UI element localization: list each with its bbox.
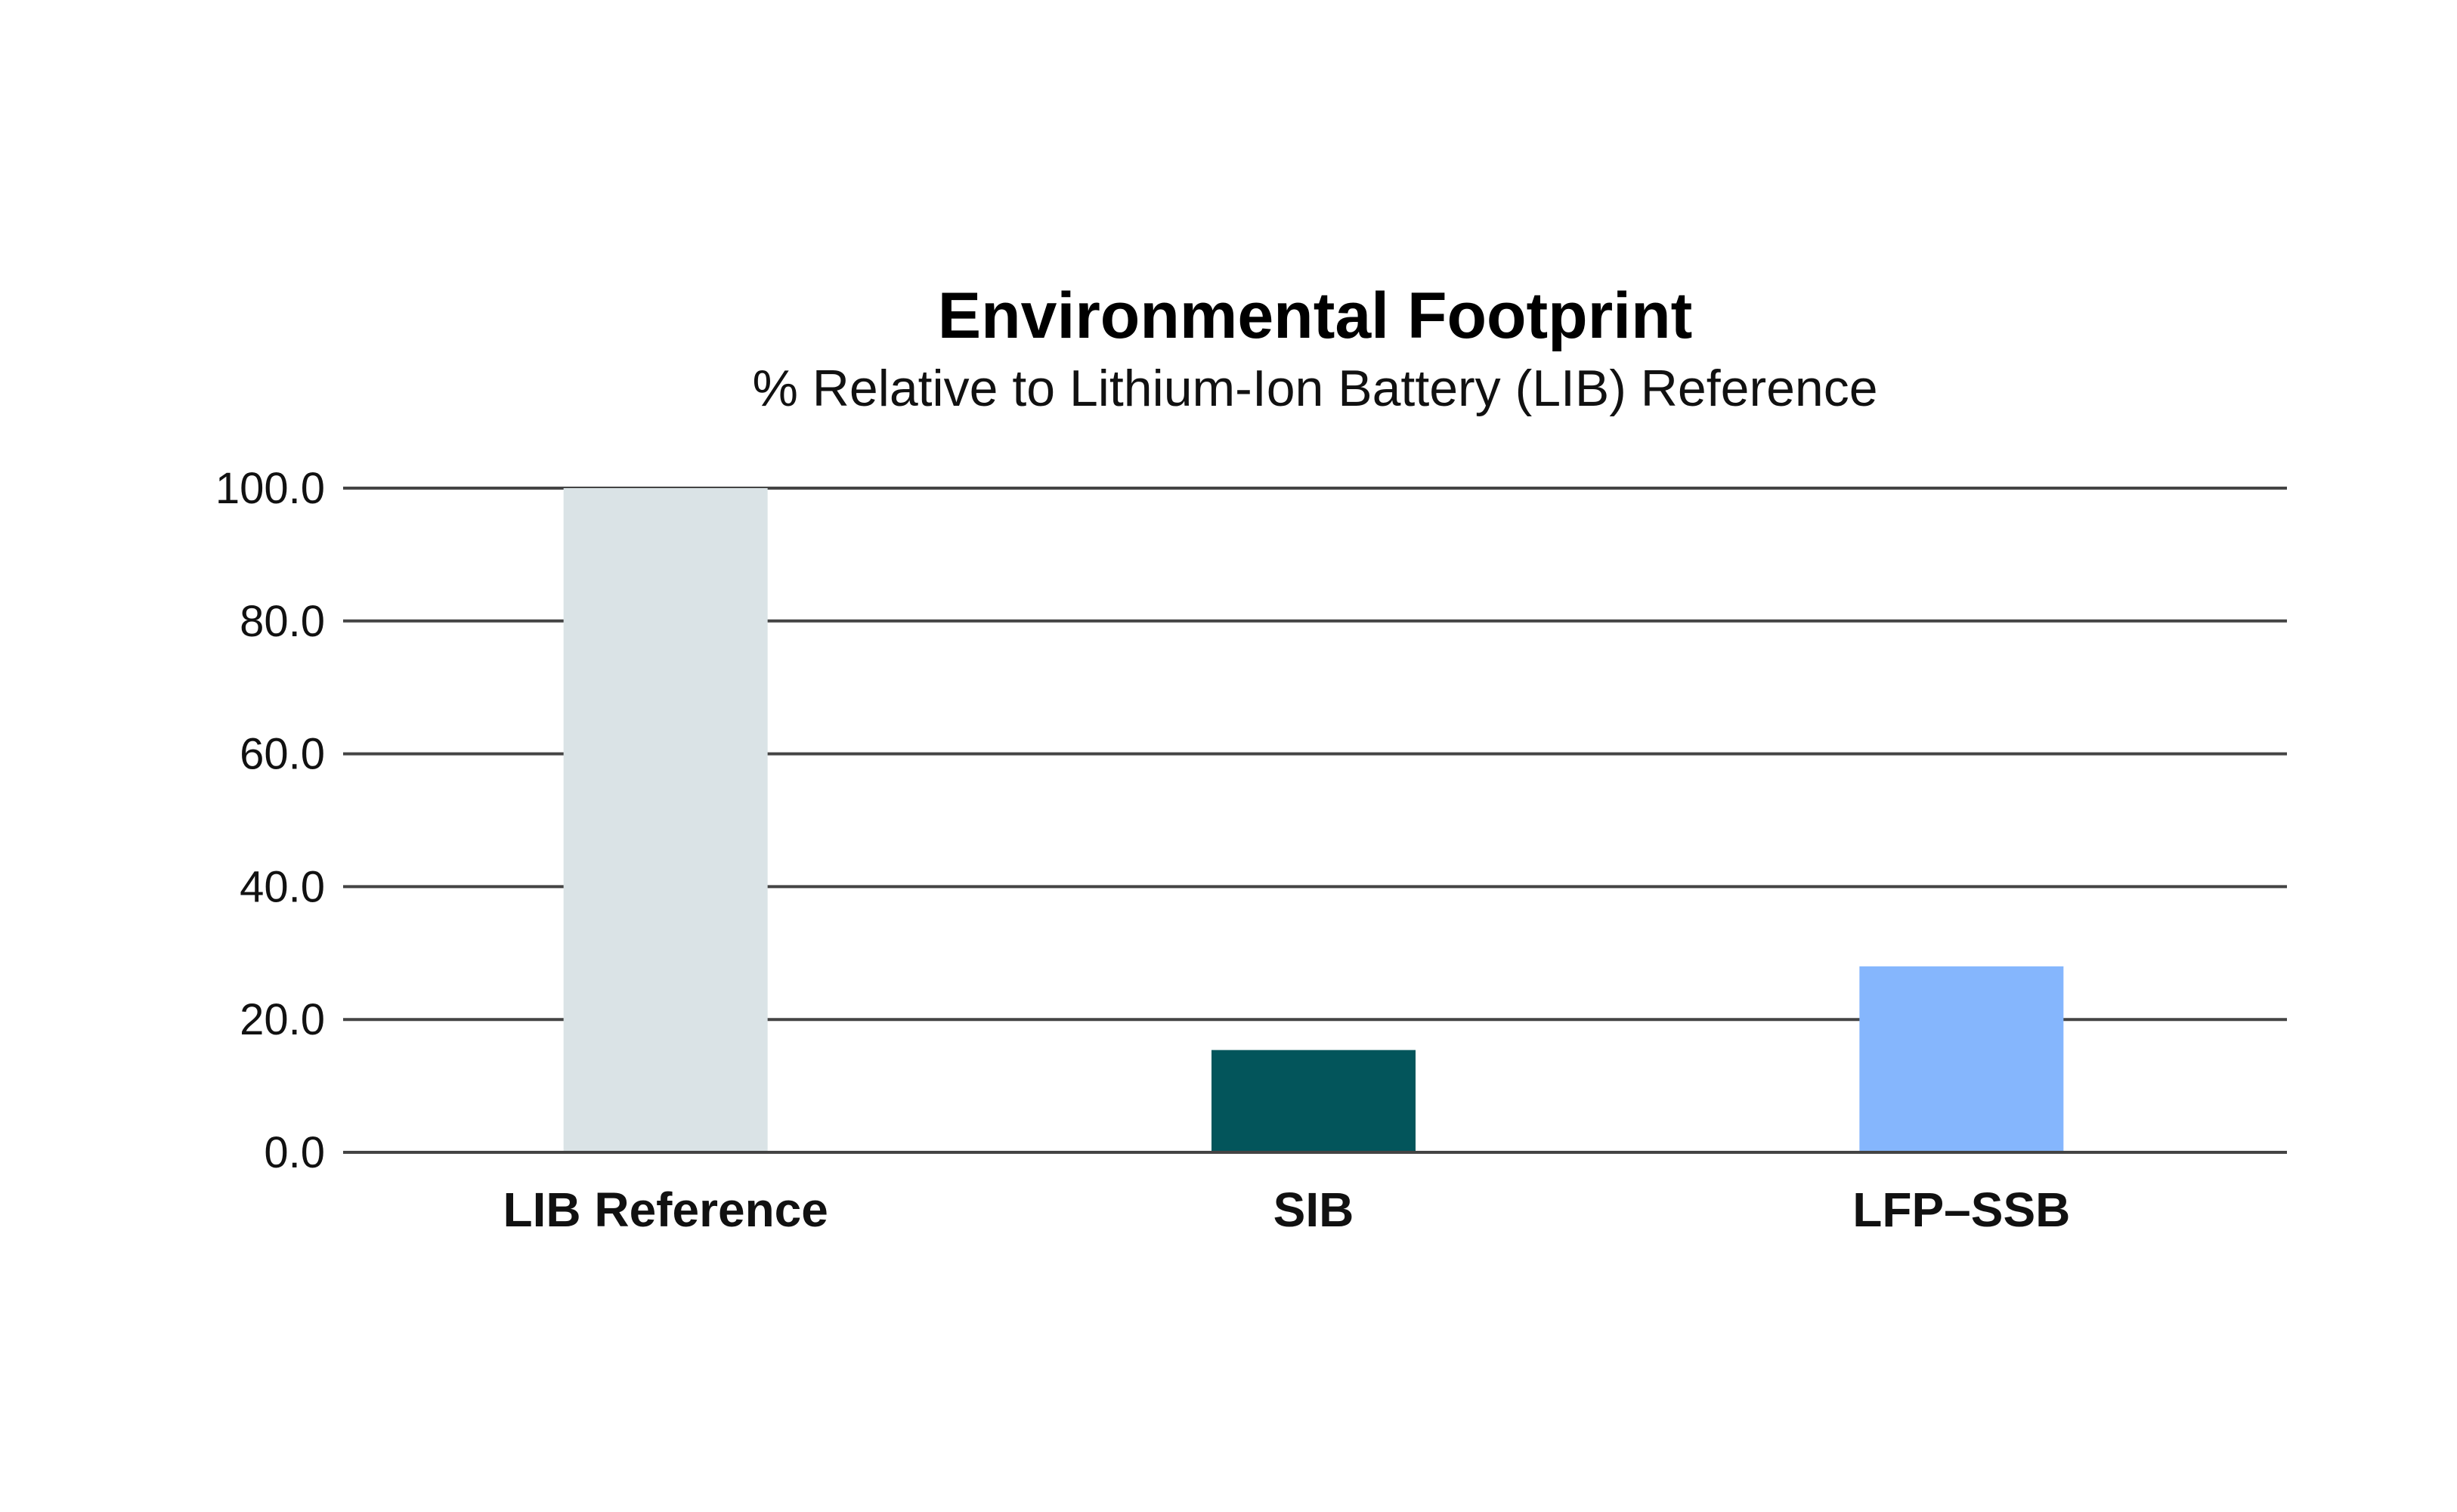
x-category-label: SIB [1273, 1183, 1354, 1237]
bar-lfp-ssb [1859, 966, 2064, 1151]
chart-subtitle: % Relative to Lithium-Ion Battery (LIB) … [752, 360, 1877, 417]
y-tick-label: 0.0 [264, 1128, 325, 1177]
y-tick-label: 80.0 [240, 597, 325, 646]
x-category-label: LFP–SSB [1852, 1183, 2070, 1237]
x-axis-labels: LIB Reference SIB LFP–SSB [503, 1183, 2070, 1237]
y-tick-label: 60.0 [240, 730, 325, 779]
chart-title: Environmental Footprint [938, 280, 1693, 352]
x-category-label: LIB Reference [503, 1183, 828, 1237]
bar-sib [1211, 1050, 1416, 1151]
y-axis-ticks: 0.0 20.0 40.0 60.0 80.0 100.0 [215, 464, 325, 1177]
bar-lib-reference [563, 488, 768, 1151]
y-tick-label: 100.0 [215, 464, 325, 513]
y-tick-label: 40.0 [240, 862, 325, 911]
y-tick-label: 20.0 [240, 995, 325, 1044]
bars [563, 488, 2064, 1151]
